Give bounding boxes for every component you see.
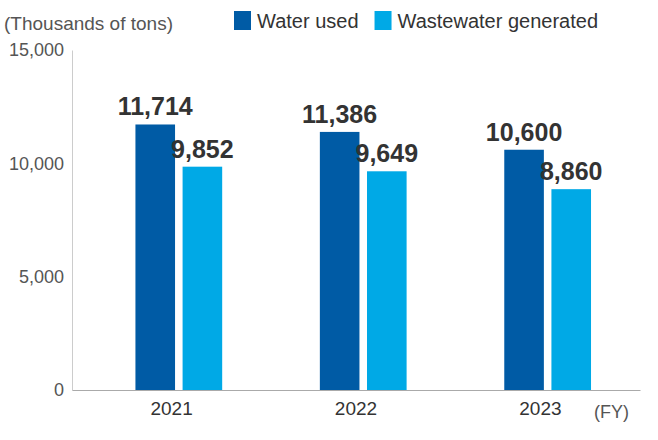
- data-label: 11,386: [302, 100, 377, 128]
- bar: [367, 171, 407, 390]
- bar: [183, 167, 223, 390]
- y-tick: 10,000: [9, 154, 72, 174]
- bar: [320, 132, 360, 390]
- bar-series: [183, 167, 591, 390]
- y-axis-title: (Thousands of tons): [4, 13, 173, 34]
- y-tick-label: 10,000: [9, 154, 64, 174]
- y-tick: 15,000: [9, 40, 72, 60]
- y-tick-label: 15,000: [9, 40, 64, 60]
- x-tick-label: 2023: [519, 398, 561, 419]
- y-tick-label: 0: [54, 380, 64, 400]
- y-axis-line: [72, 51, 73, 391]
- y-axis: 0 5,000 10,000 15,000: [9, 40, 73, 400]
- x-tick: 2023: [519, 390, 561, 419]
- y-tick: 0: [54, 380, 72, 400]
- legend-swatch: [234, 11, 251, 30]
- y-tick: 5,000: [19, 267, 72, 287]
- legend-swatch: [375, 11, 392, 30]
- data-label: 10,600: [486, 118, 562, 146]
- x-tick-label: 2022: [335, 398, 377, 419]
- x-axis-title: (FY): [594, 402, 629, 422]
- x-axis-line: [73, 390, 641, 391]
- legend: Water used Wastewater generated: [234, 10, 598, 32]
- x-tick: 2021: [150, 390, 192, 419]
- bar: [551, 189, 591, 390]
- bar: [504, 150, 544, 390]
- bar-series: [135, 124, 543, 390]
- x-axis: 2021 2022 2023: [73, 390, 641, 419]
- x-tick-label: 2021: [150, 398, 192, 419]
- bars: [135, 124, 591, 390]
- bar: [135, 124, 175, 390]
- data-label: 9,852: [171, 135, 234, 163]
- legend-label: Water used: [257, 10, 359, 32]
- legend-label: Wastewater generated: [398, 10, 598, 32]
- legend-item: Water used: [234, 10, 359, 32]
- data-label: 9,649: [356, 139, 419, 167]
- legend-item: Wastewater generated: [375, 10, 598, 32]
- chart: 0 5,000 10,000 15,000 2021 2022 2023 11,714 11,3…: [0, 0, 658, 440]
- data-label: 11,714: [118, 92, 193, 120]
- data-labels: 11,714 11,386 10,600 9,852 9,649 8,860: [118, 92, 603, 185]
- y-tick-label: 5,000: [19, 267, 64, 287]
- data-label: 8,860: [540, 157, 603, 185]
- x-tick: 2022: [335, 390, 377, 419]
